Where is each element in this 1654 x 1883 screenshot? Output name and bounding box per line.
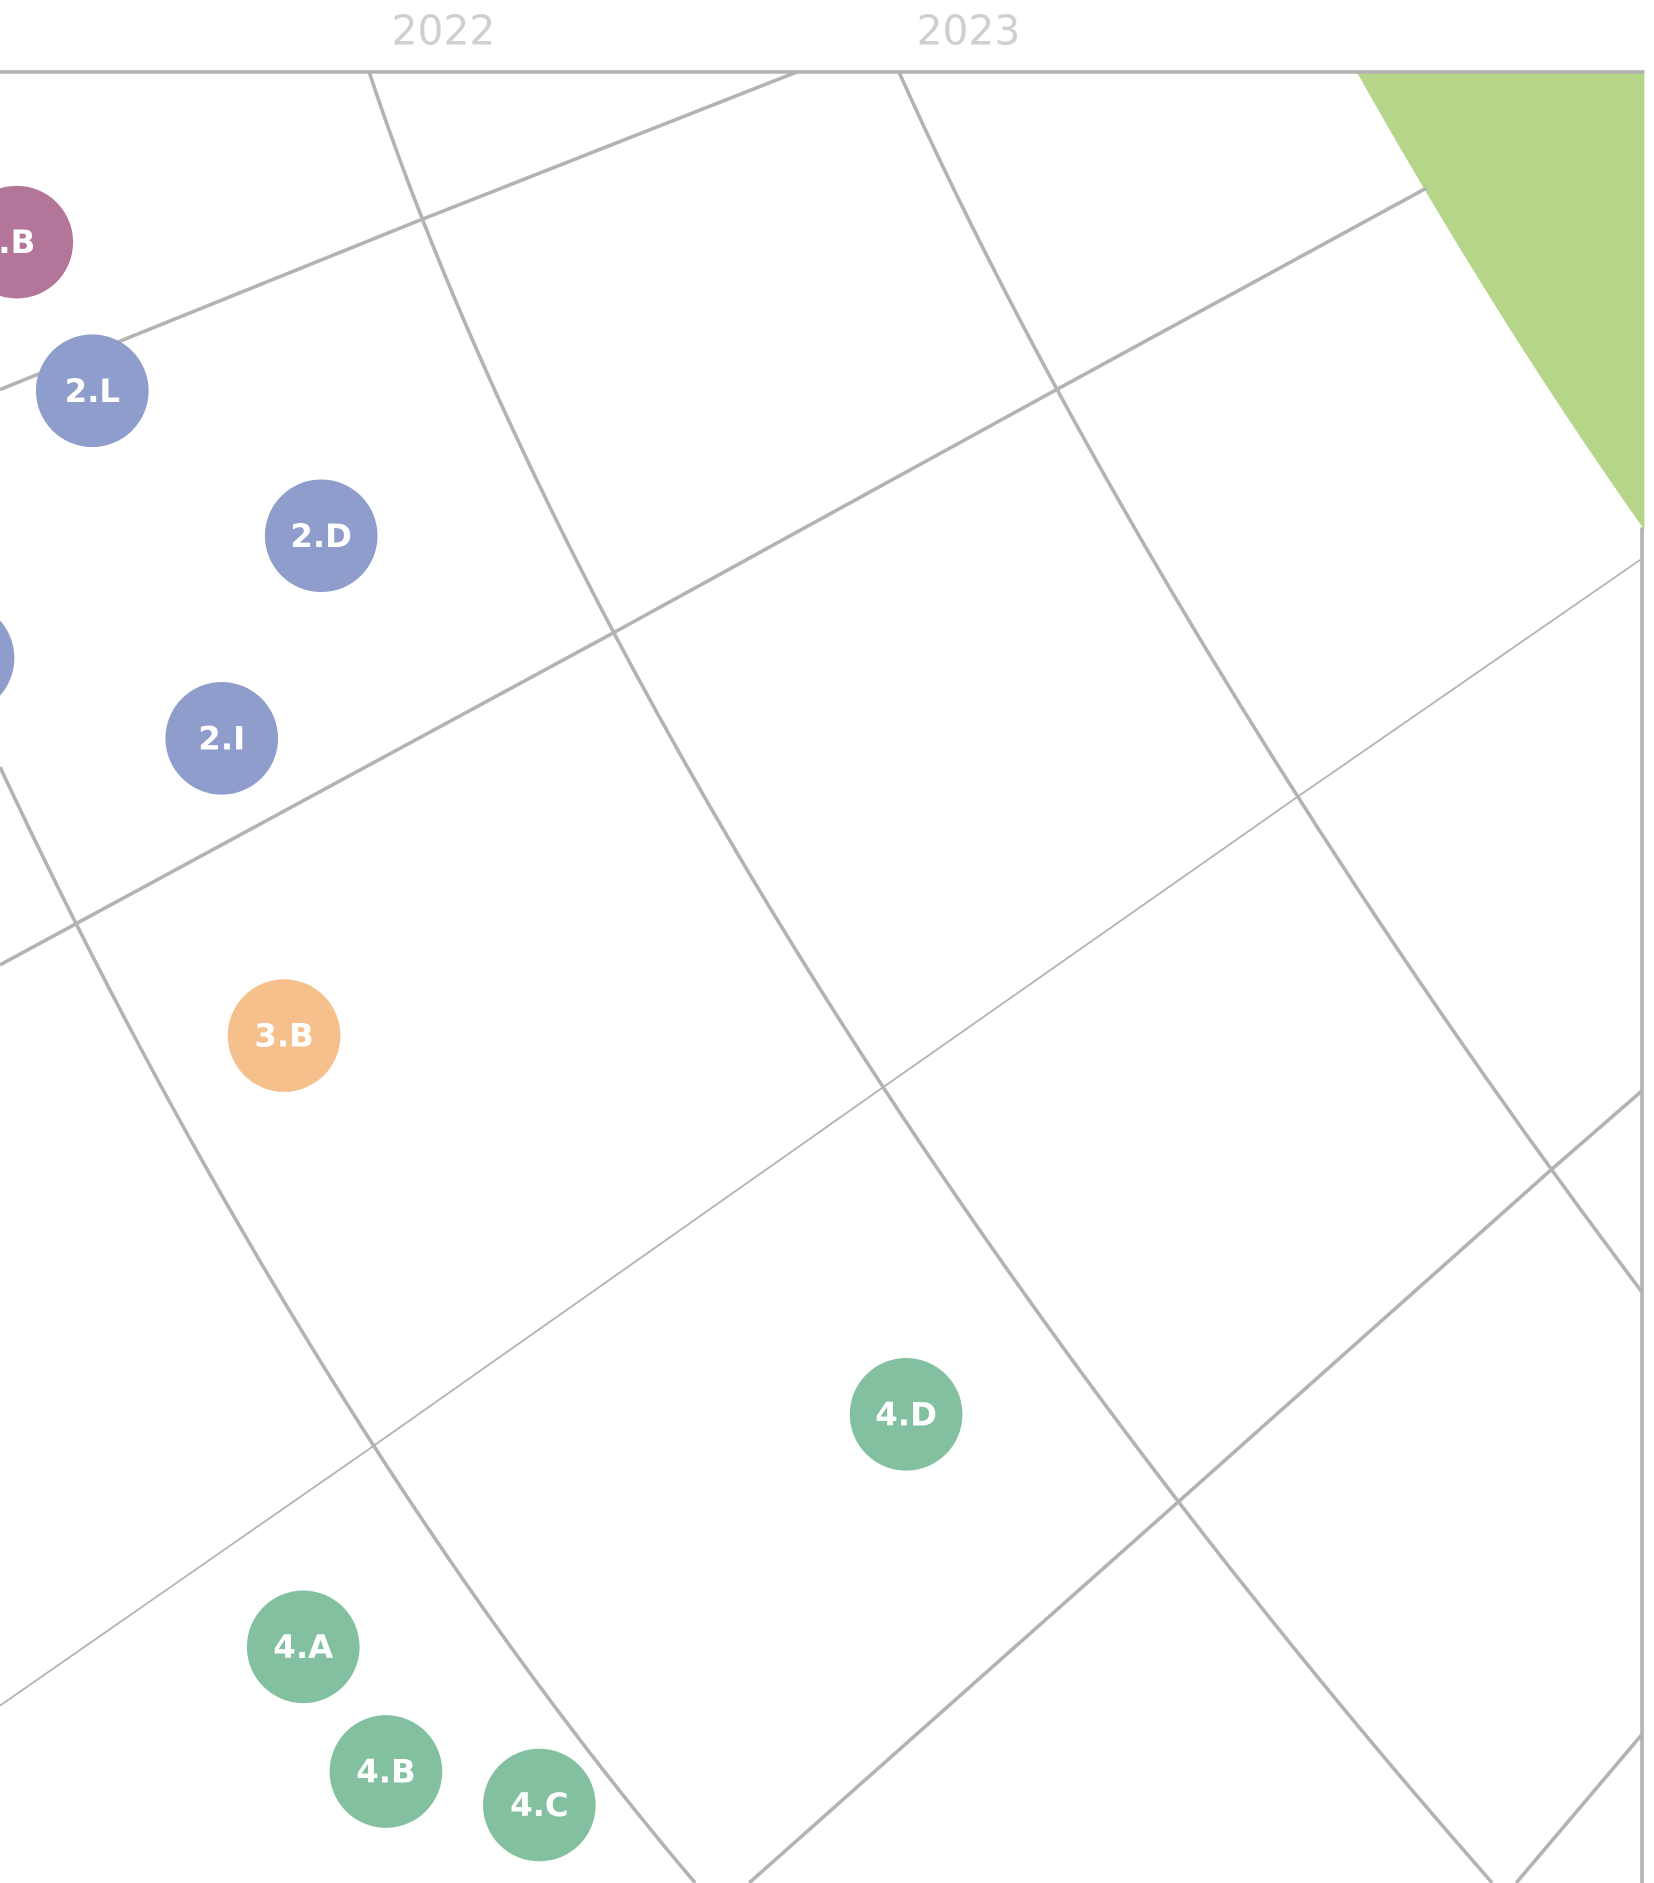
node	[165, 682, 279, 795]
node-label: 2.I	[198, 719, 245, 757]
node-label: 3.B	[254, 1017, 313, 1055]
zone	[1356, 71, 1645, 530]
node	[329, 1715, 443, 1828]
grid-line	[0, 186, 1428, 967]
node	[483, 1748, 596, 1862]
nodes: .B 2.L 2.D 2.I 3.B 4.D 4.A 4.B 4.C	[0, 185, 963, 1862]
grid-line	[897, 71, 1644, 1294]
node-label: .B	[0, 223, 35, 261]
grid-line	[367, 71, 1494, 1883]
node	[0, 185, 74, 299]
node-label: 2.D	[290, 517, 352, 555]
year-label: 2022	[392, 7, 496, 55]
node-label: 4.D	[875, 1395, 937, 1433]
node-label: 4.B	[356, 1752, 415, 1790]
node	[246, 1590, 360, 1704]
node-label: 4.C	[510, 1786, 569, 1824]
grid-line	[0, 766, 697, 1883]
node	[0, 620, 15, 696]
grid-line	[747, 1089, 1644, 1883]
grid-line	[0, 557, 1643, 1707]
node	[227, 979, 341, 1092]
node	[264, 479, 378, 593]
node-label: 4.A	[273, 1628, 333, 1666]
node	[849, 1357, 963, 1471]
grid	[0, 70, 1645, 1883]
border	[0, 70, 1645, 1883]
year-label: 2023	[917, 7, 1021, 55]
node	[35, 334, 149, 448]
grid-line	[1514, 1733, 1644, 1883]
grid-line	[0, 70, 798, 392]
node-label: 2.L	[65, 372, 120, 410]
